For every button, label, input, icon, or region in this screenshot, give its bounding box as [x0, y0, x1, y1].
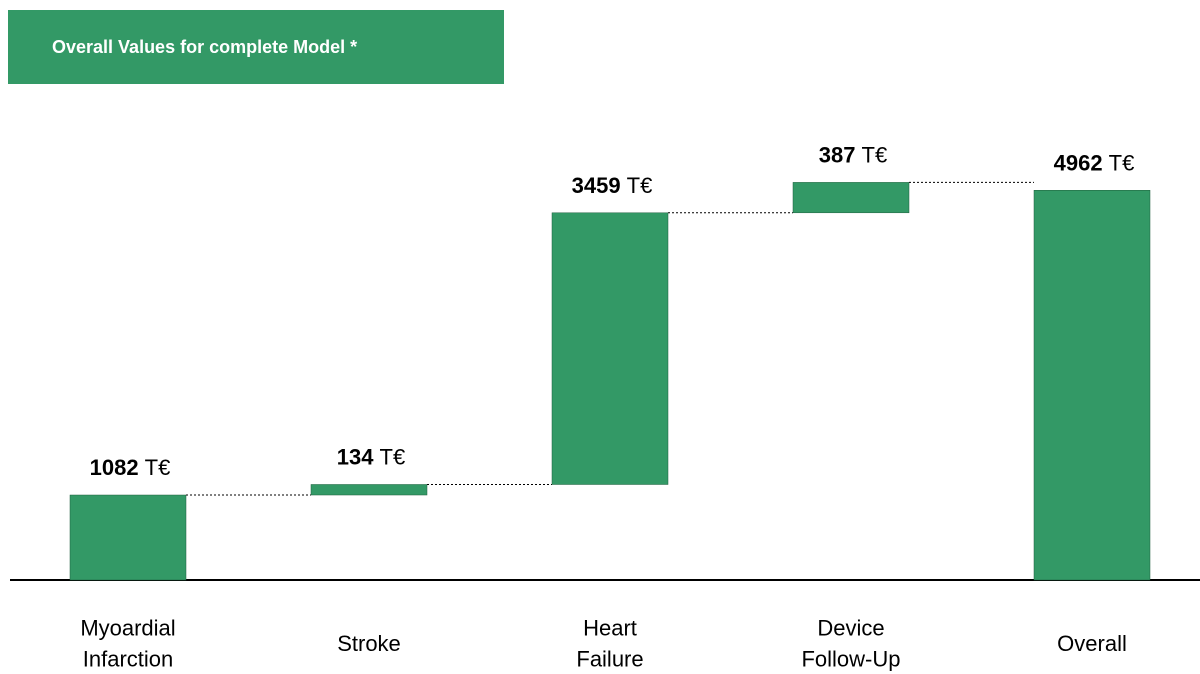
x-tick-label: Failure: [576, 646, 643, 671]
x-tick-label: Stroke: [337, 631, 401, 656]
value-unit: T€: [145, 455, 171, 480]
value-number: 1082: [90, 455, 139, 480]
x-tick-label: Device: [817, 615, 884, 640]
value-number: 3459: [572, 173, 621, 198]
value-label: 387 T€: [819, 142, 887, 167]
value-unit: T€: [1109, 150, 1135, 175]
value-label: 3459 T€: [572, 173, 653, 198]
value-number: 387: [819, 142, 856, 167]
value-number: 4962: [1054, 150, 1103, 175]
value-label: 4962 T€: [1054, 150, 1135, 175]
value-unit: T€: [862, 142, 888, 167]
value-unit: T€: [380, 444, 406, 469]
x-tick-label: Infarction: [83, 646, 174, 671]
x-tick-label: Myoardial: [80, 615, 175, 640]
bar: [1033, 190, 1151, 581]
x-tick-label: Overall: [1057, 631, 1127, 656]
value-number: 134: [337, 444, 374, 469]
bar: [551, 212, 669, 485]
x-tick-label: Heart: [583, 615, 637, 640]
bar: [310, 484, 428, 496]
title-box: [8, 10, 504, 84]
x-tick-label: Follow-Up: [801, 646, 900, 671]
value-label: 1082 T€: [90, 455, 171, 480]
bar: [792, 182, 910, 214]
value-unit: T€: [627, 173, 653, 198]
bar: [69, 494, 187, 581]
chart-title: Overall Values for complete Model *: [52, 37, 357, 57]
value-label: 134 T€: [337, 444, 405, 469]
